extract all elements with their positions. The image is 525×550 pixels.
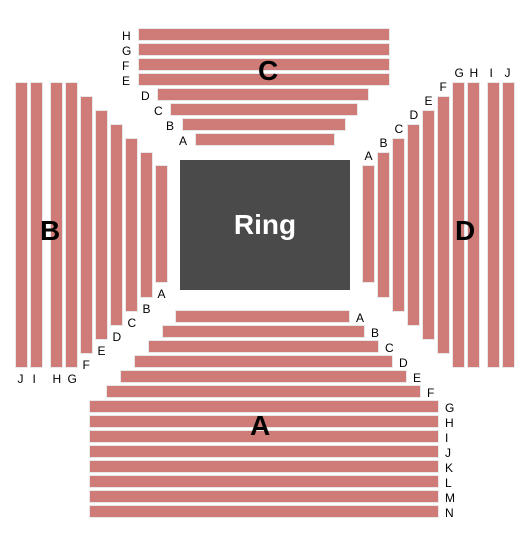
section-label-B[interactable]: B — [40, 215, 60, 247]
section-B-row-E[interactable] — [95, 110, 108, 340]
row-label-C-F: F — [122, 59, 129, 73]
row-label-A-J: J — [445, 446, 451, 460]
row-label-A-F: F — [427, 386, 434, 400]
section-C-row-C[interactable] — [170, 103, 358, 116]
row-label-B-A: A — [158, 287, 166, 301]
section-D-row-F[interactable] — [437, 96, 450, 354]
section-C-row-B[interactable] — [182, 118, 346, 131]
row-label-A-K: K — [445, 461, 453, 475]
section-C-row-D[interactable] — [157, 88, 369, 101]
row-label-D-J: J — [505, 66, 511, 80]
row-label-A-N: N — [445, 506, 454, 520]
row-label-B-C: C — [128, 316, 137, 330]
row-label-A-C: C — [385, 341, 394, 355]
row-label-C-G: G — [122, 44, 131, 58]
row-label-A-H: H — [445, 416, 454, 430]
row-label-C-E: E — [122, 74, 130, 88]
row-label-A-D: D — [399, 356, 408, 370]
section-A-row-N[interactable] — [89, 505, 439, 518]
row-label-A-I: I — [445, 431, 448, 445]
section-D-row-D[interactable] — [407, 124, 420, 326]
section-C-row-A[interactable] — [195, 133, 335, 146]
row-label-B-F: F — [83, 358, 90, 372]
row-label-A-A: A — [356, 311, 364, 325]
row-label-B-G: G — [68, 372, 77, 386]
seating-chart: Ring ABCDEFGHIJKLMNABCDEFGHABCDEFGHIJABC… — [0, 0, 525, 550]
row-label-D-E: E — [425, 94, 433, 108]
section-A-row-C[interactable] — [148, 340, 379, 353]
section-A-row-E[interactable] — [120, 370, 407, 383]
section-B-row-F[interactable] — [80, 96, 93, 354]
section-D-row-I[interactable] — [487, 82, 500, 368]
section-B-row-A[interactable] — [155, 165, 168, 283]
section-A-row-J[interactable] — [89, 445, 439, 458]
row-label-C-C: C — [154, 104, 163, 118]
row-label-A-L: L — [445, 476, 452, 490]
ring[interactable]: Ring — [180, 160, 350, 290]
row-label-D-I: I — [490, 66, 493, 80]
row-label-A-E: E — [413, 371, 421, 385]
section-D-row-B[interactable] — [377, 152, 390, 298]
section-C-row-H[interactable] — [138, 28, 390, 41]
section-A-row-F[interactable] — [106, 385, 421, 398]
row-label-D-C: C — [395, 122, 404, 136]
row-label-C-D: D — [141, 89, 150, 103]
section-B-row-B[interactable] — [140, 152, 153, 298]
section-B-row-C[interactable] — [125, 138, 138, 312]
section-D-row-J[interactable] — [502, 82, 515, 368]
section-B-row-G[interactable] — [65, 82, 78, 368]
section-D-row-E[interactable] — [422, 110, 435, 340]
row-label-B-I: I — [33, 372, 36, 386]
row-label-A-M: M — [445, 491, 455, 505]
ring-label: Ring — [234, 209, 296, 241]
row-label-B-H: H — [53, 372, 62, 386]
row-label-B-E: E — [98, 344, 106, 358]
section-A-row-B[interactable] — [162, 325, 365, 338]
row-label-D-H: H — [470, 66, 479, 80]
section-B-row-J[interactable] — [15, 82, 28, 368]
section-label-D[interactable]: D — [455, 215, 475, 247]
section-A-row-D[interactable] — [134, 355, 393, 368]
section-D-row-C[interactable] — [392, 138, 405, 312]
row-label-B-J: J — [18, 372, 24, 386]
section-label-A[interactable]: A — [250, 410, 270, 442]
row-label-C-A: A — [179, 134, 187, 148]
section-B-row-D[interactable] — [110, 124, 123, 326]
section-label-C[interactable]: C — [258, 55, 278, 87]
section-D-row-A[interactable] — [362, 165, 375, 283]
row-label-C-B: B — [166, 119, 174, 133]
row-label-D-D: D — [410, 108, 419, 122]
section-A-row-K[interactable] — [89, 460, 439, 473]
row-label-D-G: G — [455, 66, 464, 80]
row-label-B-B: B — [143, 302, 151, 316]
row-label-D-B: B — [380, 136, 388, 150]
row-label-C-H: H — [122, 29, 131, 43]
row-label-D-F: F — [440, 80, 447, 94]
row-label-D-A: A — [365, 149, 373, 163]
section-A-row-M[interactable] — [89, 490, 439, 503]
row-label-B-D: D — [113, 330, 122, 344]
row-label-A-G: G — [445, 401, 454, 415]
section-A-row-A[interactable] — [175, 310, 350, 323]
section-A-row-L[interactable] — [89, 475, 439, 488]
row-label-A-B: B — [371, 326, 379, 340]
